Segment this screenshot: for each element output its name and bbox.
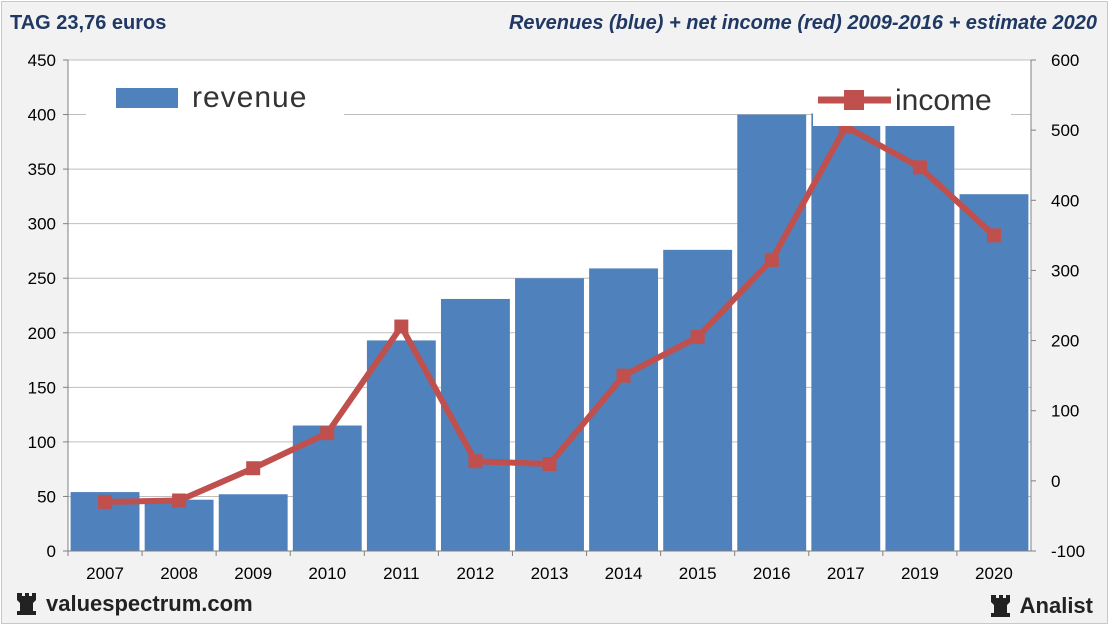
site-name: valuespectrum.com bbox=[46, 591, 253, 616]
income-marker bbox=[764, 252, 779, 267]
left-tick-label: 300 bbox=[28, 215, 56, 234]
brand-credit: Analist bbox=[990, 593, 1093, 619]
right-tick-label: 100 bbox=[1051, 402, 1079, 421]
income-marker bbox=[986, 228, 1001, 243]
right-tick-label: 500 bbox=[1051, 121, 1079, 140]
x-tick-label: 2012 bbox=[457, 564, 495, 583]
revenue-bar bbox=[440, 298, 510, 551]
revenue-bar bbox=[663, 249, 733, 551]
income-marker bbox=[394, 319, 409, 334]
x-tick-label: 2010 bbox=[308, 564, 346, 583]
left-tick-label: 150 bbox=[28, 378, 56, 397]
right-tick-label: 600 bbox=[1051, 51, 1079, 70]
income-marker bbox=[542, 457, 557, 472]
left-tick-label: 50 bbox=[37, 487, 56, 506]
left-tick-label: 200 bbox=[28, 324, 56, 343]
left-tick-label: 450 bbox=[28, 51, 56, 70]
x-tick-label: 2011 bbox=[383, 564, 420, 583]
revenue-bar bbox=[589, 268, 659, 551]
legend-revenue-swatch bbox=[116, 88, 178, 108]
left-tick-label: 250 bbox=[28, 269, 56, 288]
legend-revenue-label: revenue bbox=[192, 81, 307, 114]
income-marker bbox=[172, 493, 187, 508]
revenue-bar bbox=[144, 499, 214, 551]
left-tick-label: 100 bbox=[28, 433, 56, 452]
income-marker bbox=[320, 426, 335, 441]
x-tick-label: 2017 bbox=[827, 564, 865, 583]
income-marker bbox=[912, 160, 927, 175]
revenue-bar bbox=[885, 111, 955, 551]
income-marker bbox=[616, 368, 631, 383]
revenue-bar bbox=[959, 194, 1029, 551]
x-tick-label: 2015 bbox=[679, 564, 717, 583]
income-marker bbox=[690, 330, 705, 345]
left-tick-label: 0 bbox=[47, 542, 56, 561]
brand-name: Analist bbox=[1019, 593, 1093, 618]
x-tick-label: 2013 bbox=[531, 564, 569, 583]
revenue-bar bbox=[515, 278, 584, 551]
x-tick-label: 2008 bbox=[160, 564, 198, 583]
left-tick-label: 400 bbox=[28, 106, 56, 125]
right-tick-label: 0 bbox=[1051, 472, 1060, 491]
legend-income-label: income bbox=[895, 84, 992, 117]
right-tick-label: 400 bbox=[1051, 191, 1079, 210]
income-marker bbox=[246, 461, 261, 476]
x-tick-label: 2009 bbox=[234, 564, 272, 583]
x-tick-label: 2014 bbox=[605, 564, 643, 583]
revenue-bars bbox=[70, 111, 1029, 552]
legend: revenue income bbox=[86, 74, 1011, 126]
revenue-bar bbox=[811, 113, 881, 551]
revenue-income-chart: 0 50 100 150 200 250 300 350 400 450 -100 0 100 200 30… bbox=[28, 51, 1085, 583]
legend-income-marker bbox=[844, 90, 864, 110]
right-tick-label: 200 bbox=[1051, 332, 1079, 351]
chart-area: 0 50 100 150 200 250 300 350 400 450 -100 0 100 200 30… bbox=[6, 46, 1106, 596]
right-tick-label: 300 bbox=[1051, 261, 1079, 280]
rook-icon bbox=[17, 593, 36, 615]
x-tick-label: 2020 bbox=[975, 564, 1013, 583]
income-marker bbox=[98, 494, 113, 509]
right-tick-label: -100 bbox=[1051, 542, 1085, 561]
rook-icon bbox=[990, 595, 1010, 617]
chart-title: Revenues (blue) + net income (red) 2009-… bbox=[508, 12, 1097, 34]
x-tick-label: 2007 bbox=[86, 564, 124, 583]
stock-price-title: TAG 23,76 euros bbox=[10, 12, 167, 34]
left-tick-label: 350 bbox=[28, 160, 56, 179]
revenue-bar bbox=[737, 114, 807, 552]
site-credit: valuespectrum.com bbox=[16, 591, 253, 617]
x-tick-label: 2016 bbox=[753, 564, 791, 583]
axes: 0 50 100 150 200 250 300 350 400 450 -100 0 100 200 30… bbox=[28, 51, 1085, 583]
x-tick-label: 2019 bbox=[901, 564, 939, 583]
revenue-bar bbox=[366, 340, 436, 551]
revenue-bar bbox=[218, 494, 288, 551]
income-marker bbox=[468, 454, 483, 469]
